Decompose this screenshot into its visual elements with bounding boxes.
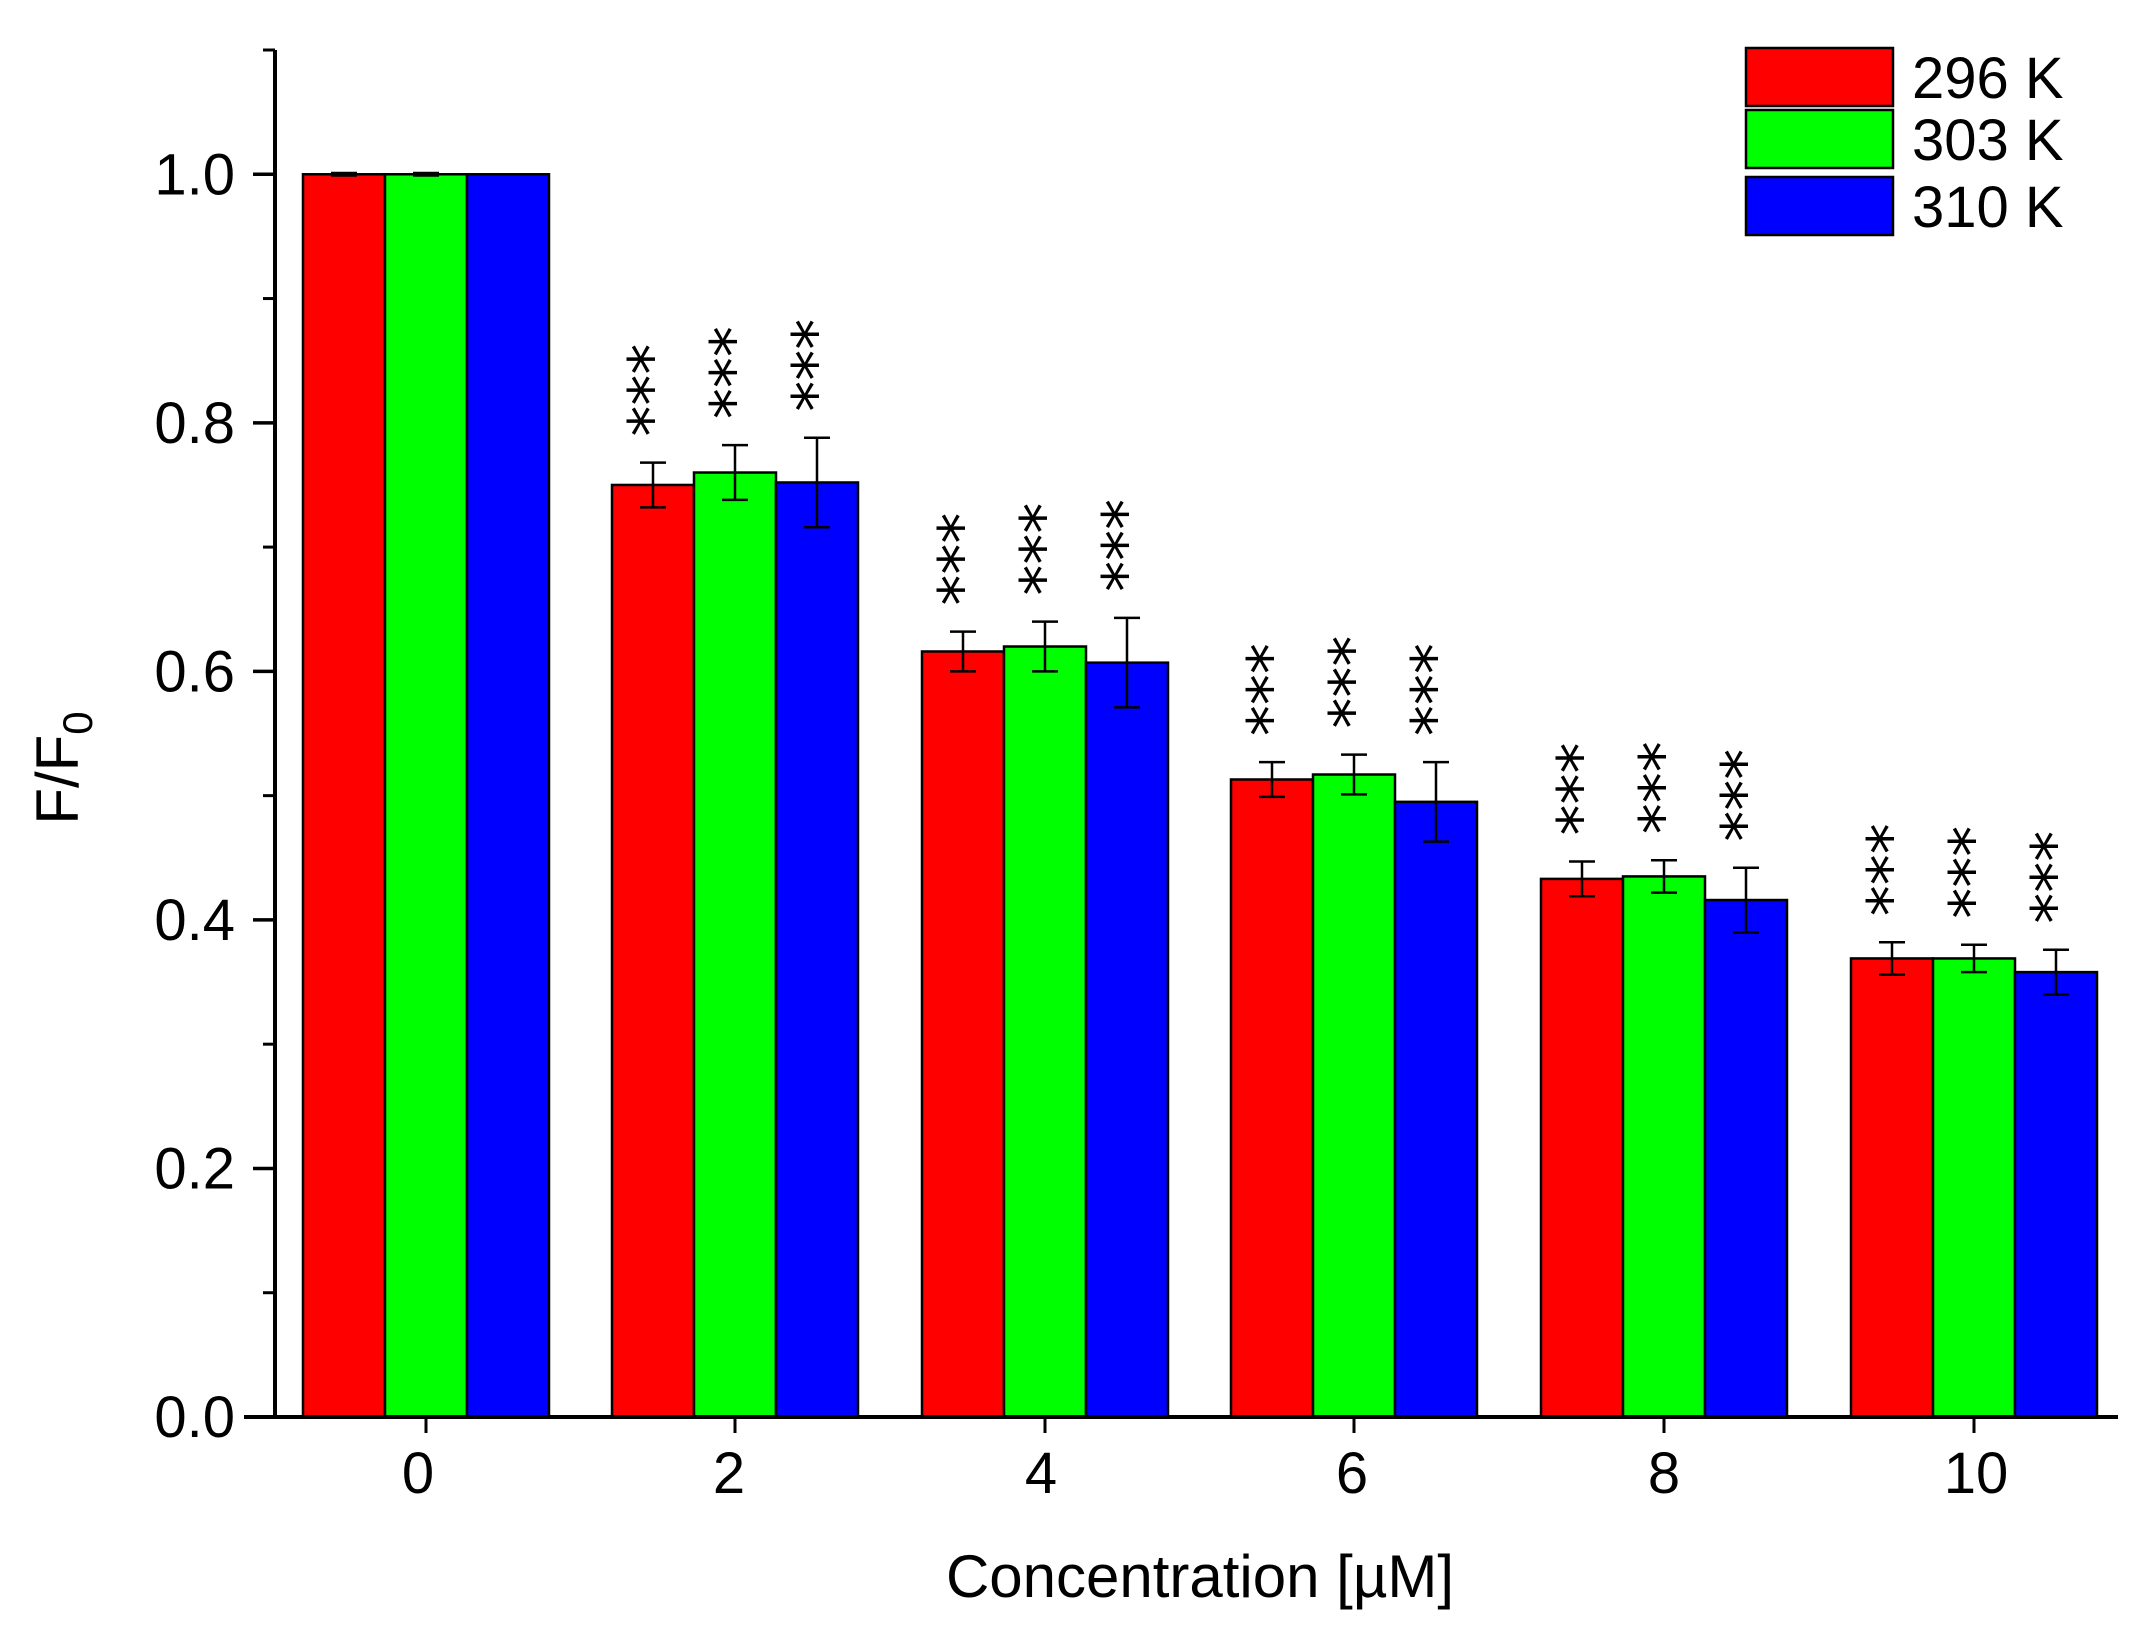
significance-marker: *** (1089, 499, 1162, 592)
y-tick-label: 0.4 (154, 888, 235, 953)
bar-310K-c10 (2013, 970, 2099, 1419)
y-tick-label: 1.0 (154, 142, 235, 207)
legend-swatch-303K (1744, 108, 1895, 170)
x-axis-title: Concentration [µM] (946, 1543, 1454, 1610)
significance-marker: *** (1234, 643, 1307, 736)
significance-marker: *** (1398, 643, 1471, 736)
bar-310K-c4 (1084, 661, 1170, 1419)
x-tick-label: 0 (402, 1441, 434, 1506)
y-axis-title: F/F0 (24, 711, 101, 824)
significance-marker: *** (615, 344, 688, 437)
significance-marker: *** (779, 319, 852, 412)
y-axis-title-main: F/F (24, 735, 91, 825)
significance-marker: *** (697, 326, 770, 419)
error-bars-layer (331, 171, 2069, 996)
significance-marker: *** (1316, 636, 1389, 729)
bar-310K-c6 (1393, 800, 1479, 1419)
legend-label: 296 K (1912, 46, 2064, 111)
y-tick-label: 0.8 (154, 391, 235, 456)
bar-296K-c0 (301, 173, 387, 1419)
legend-label: 310 K (1912, 175, 2064, 240)
bar-303K-c0 (383, 173, 469, 1419)
x-ticks: 0 2 4 6 8 10 (402, 1417, 2008, 1506)
bar-303K-c2 (692, 471, 778, 1419)
significance-marker: *** (1936, 826, 2009, 919)
bar-303K-c8 (1621, 875, 1707, 1419)
y-tick-label: 0.2 (154, 1136, 235, 1201)
x-tick-label: 4 (1025, 1441, 1057, 1506)
significance-marker: *** (1708, 749, 1781, 842)
x-tick-label: 10 (1944, 1441, 2009, 1506)
bar-303K-c4 (1002, 645, 1088, 1419)
bar-303K-c6 (1311, 773, 1397, 1419)
bar-296K-c10 (1849, 957, 1935, 1419)
bar-296K-c8 (1539, 877, 1625, 1419)
significance-marker: *** (1544, 743, 1617, 836)
bar-296K-c4 (920, 650, 1006, 1419)
y-axis-title-subscript: 0 (54, 711, 101, 734)
bar-310K-c2 (774, 481, 860, 1419)
bar-296K-c2 (610, 483, 696, 1419)
bar-303K-c10 (1931, 957, 2017, 1419)
y-tick-label: 0.0 (154, 1385, 235, 1450)
axes (244, 50, 2118, 1419)
legend-label: 303 K (1912, 108, 2064, 173)
significance-marker: *** (1007, 503, 1080, 596)
bar-310K-c0 (465, 173, 551, 1419)
significance-layer: *** *** ****** *** ****** *** ****** *** ****** *… (615, 319, 2091, 924)
x-tick-label: 8 (1648, 1441, 1680, 1506)
legend-swatch-296K (1744, 46, 1895, 108)
bars-layer (301, 173, 2099, 1419)
y-tick-label: 0.6 (154, 639, 235, 704)
significance-marker: *** (2018, 831, 2091, 924)
legend-swatch-310K (1744, 175, 1895, 237)
significance-marker: *** (1854, 823, 1927, 916)
significance-marker: *** (1626, 741, 1699, 834)
bar-310K-c8 (1703, 898, 1789, 1419)
y-ticks: 0.0 0.2 0.4 0.6 0.8 1.0 (154, 48, 275, 1450)
x-tick-label: 2 (713, 1441, 745, 1506)
y-axis-title-group: F/F0 (24, 711, 101, 824)
significance-marker: *** (925, 513, 998, 606)
bar-296K-c6 (1229, 778, 1315, 1419)
x-tick-label: 6 (1336, 1441, 1368, 1506)
